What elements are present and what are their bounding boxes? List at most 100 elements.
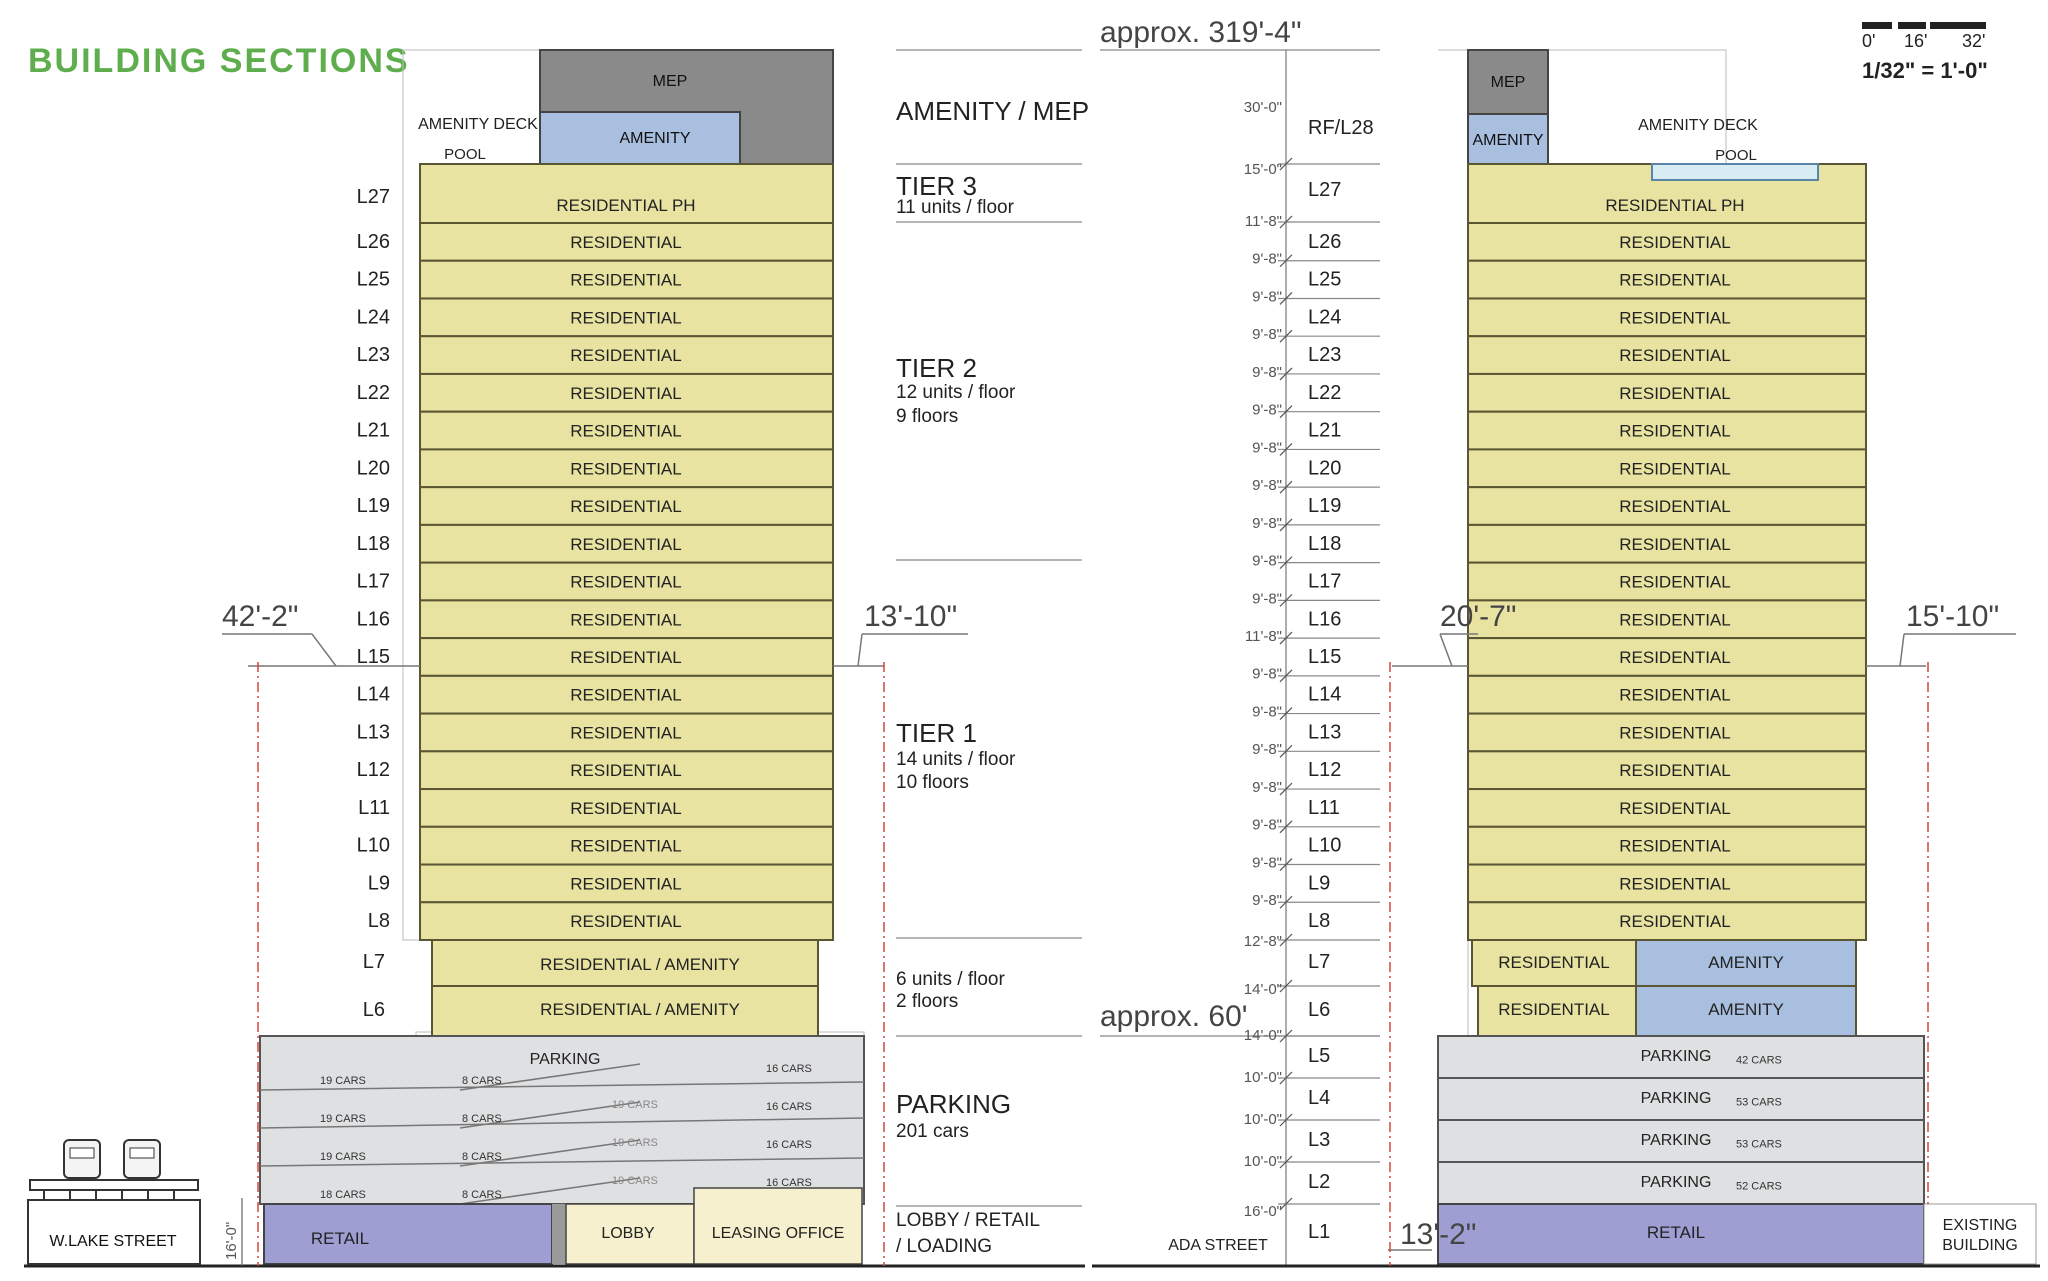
elevation-height: 9'-8" xyxy=(1252,741,1282,758)
left-floor-l24 xyxy=(419,297,834,338)
left-floor-l13 xyxy=(419,712,834,753)
existing-building-label-1: EXISTING xyxy=(1943,1217,2018,1234)
left-level-l23: L23 xyxy=(357,344,390,366)
right-mep-label: MEP xyxy=(1491,74,1526,91)
elevation-tick xyxy=(1279,480,1293,494)
elevation-level-l27: L27 xyxy=(1308,179,1341,201)
scale-mark-0: 0' xyxy=(1862,31,1875,51)
tier-3-units: 11 units / floor xyxy=(896,197,1015,218)
left-floor-label-l12: RESIDENTIAL xyxy=(570,761,681,780)
left-level-l20: L20 xyxy=(357,457,390,479)
left-level-l15: L15 xyxy=(357,646,390,668)
left-penthouse-floor xyxy=(419,163,834,224)
elevation-tick xyxy=(1279,744,1293,758)
elevation-tick xyxy=(1279,518,1293,532)
elevation-height: 30'-0" xyxy=(1244,99,1282,116)
elevation-tick xyxy=(1279,367,1293,381)
elevation-level-l15: L15 xyxy=(1308,646,1341,668)
left-podium-floor-l7 xyxy=(431,939,819,987)
scale-bar: 0' 16' 32' 1/32" = 1'-0" xyxy=(1862,22,1988,83)
left-floor-l17 xyxy=(419,561,834,602)
left-parking-left-count: 18 CARS xyxy=(320,1189,366,1201)
elevation-tick xyxy=(1279,329,1293,343)
elevation-level-l6: L6 xyxy=(1308,999,1330,1021)
right-floor-l19 xyxy=(1467,486,1867,526)
right-pool-label: POOL xyxy=(1715,147,1757,164)
left-floor-label-l16: RESIDENTIAL xyxy=(570,610,681,629)
right-floor-label-l21: RESIDENTIAL xyxy=(1619,422,1730,441)
left-floor-label-l14: RESIDENTIAL xyxy=(570,686,681,705)
left-level-l11: L11 xyxy=(358,797,390,819)
train-trestle xyxy=(27,1139,201,1265)
tier-2-units: 12 units / floor xyxy=(896,382,1016,403)
elevation-level-l3: L3 xyxy=(1308,1129,1330,1151)
drawing-title: BUILDING SECTIONS xyxy=(28,42,410,80)
right-floor-label-l10: RESIDENTIAL xyxy=(1619,837,1730,856)
elevation-tick xyxy=(1279,631,1293,645)
left-level-l14: L14 xyxy=(357,684,390,706)
left-floor-l16 xyxy=(419,599,834,640)
elevation-height: 9'-8" xyxy=(1252,854,1282,871)
elevation-tick xyxy=(1279,858,1293,871)
right-podium-amenity-l7 xyxy=(1635,939,1857,987)
left-level-l16: L16 xyxy=(357,608,390,630)
right-parking-cars: 52 CARS xyxy=(1736,1181,1782,1193)
right-floor-label-l25: RESIDENTIAL xyxy=(1619,271,1730,290)
elevation-tick xyxy=(1279,1029,1293,1043)
elevation-tick xyxy=(1279,254,1293,268)
right-floor-l20 xyxy=(1467,448,1867,489)
elevation-tick xyxy=(1279,979,1293,993)
right-floor-label-l14: RESIDENTIAL xyxy=(1619,686,1730,705)
left-floor-label-l18: RESIDENTIAL xyxy=(570,535,681,554)
elevation-level-l24: L24 xyxy=(1308,306,1341,328)
elevation-height: 9'-8" xyxy=(1252,553,1282,570)
left-parking-right-count: 16 CARS xyxy=(766,1177,812,1189)
elevation-tick xyxy=(1279,707,1293,721)
left-floor-label-l15: RESIDENTIAL xyxy=(570,648,681,667)
left-parking-right-count: 16 CARS xyxy=(766,1139,812,1151)
right-floor-l10 xyxy=(1467,825,1867,866)
tier-3-title: TIER 3 xyxy=(896,171,977,201)
right-retail-label: RETAIL xyxy=(1647,1223,1705,1242)
left-floor-label-l22: RESIDENTIAL xyxy=(570,384,681,403)
right-floor-label-l9: RESIDENTIAL xyxy=(1619,874,1730,893)
right-podium-res-l7 xyxy=(1471,939,1637,987)
left-parking-left-count: 19 CARS xyxy=(320,1151,366,1163)
elevation-level-l25: L25 xyxy=(1308,269,1341,291)
right-floor-label-l8: RESIDENTIAL xyxy=(1619,912,1730,931)
left-amenity-deck-label: AMENITY DECK xyxy=(418,116,538,133)
elevation-height: 9'-8" xyxy=(1252,666,1282,683)
left-lobby xyxy=(565,1203,695,1265)
right-floor-label-l15: RESIDENTIAL xyxy=(1619,648,1730,667)
right-floor-label-l11: RESIDENTIAL xyxy=(1619,799,1730,818)
left-ground-height: 16'-0" xyxy=(223,1222,240,1260)
elevation-tick xyxy=(1279,669,1293,683)
scale-mark-32: 32' xyxy=(1962,31,1985,51)
left-pool-label: POOL xyxy=(444,146,486,163)
elevation-level-l4: L4 xyxy=(1308,1087,1330,1109)
elevation-level-l12: L12 xyxy=(1308,759,1341,781)
right-floor-l21 xyxy=(1467,410,1867,451)
left-parking-center-count: 19 CARS xyxy=(612,1175,658,1187)
left-floor-l19 xyxy=(419,486,834,526)
elevation-level-l20: L20 xyxy=(1308,457,1341,479)
left-parking-title: PARKING xyxy=(530,1051,601,1068)
elevation-height: 9'-8" xyxy=(1252,703,1282,720)
elevation-level-l17: L17 xyxy=(1308,571,1341,593)
right-base-setback-value: 13'-2" xyxy=(1400,1218,1476,1251)
tier-1-units: 14 units / floor xyxy=(896,749,1016,770)
elevation-tick xyxy=(1279,1071,1293,1085)
right-residential-floors: RESIDENTIAL RESIDENTIAL RESIDENTIAL RESIDEN… xyxy=(1467,222,1867,942)
elevation-height: 9'-8" xyxy=(1252,817,1282,834)
elevation-height: 9'-8" xyxy=(1252,515,1282,532)
left-floor-label-l20: RESIDENTIAL xyxy=(570,459,681,478)
left-leasing-label: LEASING OFFICE xyxy=(712,1225,844,1242)
elevation-height: 9'-8" xyxy=(1252,892,1282,909)
elevation-level-l21: L21 xyxy=(1308,420,1341,442)
elevation-tick xyxy=(1279,933,1293,947)
right-podium-amenity-label-l6: AMENITY xyxy=(1708,1000,1784,1019)
right-floor-label-l12: RESIDENTIAL xyxy=(1619,761,1730,780)
left-level-l19: L19 xyxy=(357,495,390,517)
left-floor-label-l19: RESIDENTIAL xyxy=(570,497,681,516)
